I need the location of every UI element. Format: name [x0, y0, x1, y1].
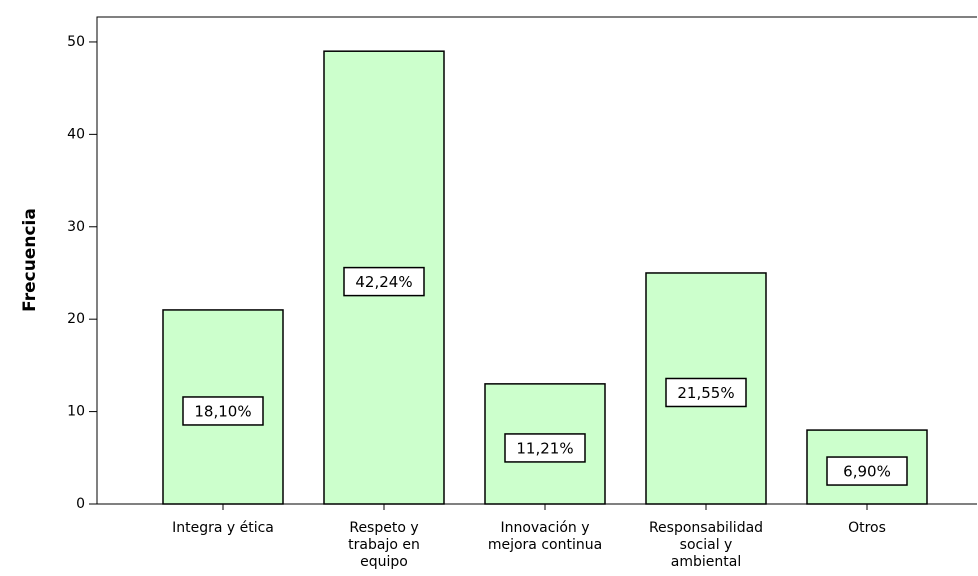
- x-tick-label: Integra y ética: [172, 520, 274, 536]
- data-label: 6,90%: [843, 463, 891, 481]
- data-label-box: [826, 456, 908, 486]
- data-label: 11,21%: [516, 439, 573, 457]
- data-label-box: [182, 396, 264, 426]
- x-tick-label: mejora continua: [488, 537, 602, 553]
- x-tick-label: Responsabilidad: [649, 520, 763, 536]
- y-axis-label: Frecuencia: [20, 208, 40, 312]
- x-tick-label: ambiental: [671, 554, 741, 570]
- data-label: 42,24%: [355, 273, 412, 291]
- data-label: 18,10%: [194, 402, 251, 420]
- data-label-box: [504, 433, 586, 463]
- data-label-box: [343, 266, 425, 297]
- plot-frame: [96, 16, 977, 504]
- x-tick-label: Otros: [848, 520, 886, 536]
- y-tick-label: 10: [67, 404, 85, 420]
- y-tick-label: 50: [67, 34, 85, 50]
- data-label-box: [665, 377, 747, 408]
- y-tick-label: 30: [67, 219, 85, 235]
- y-tick-label: 20: [67, 311, 85, 327]
- x-tick-label: trabajo en: [348, 537, 420, 553]
- y-tick-label: 0: [76, 496, 85, 512]
- x-tick-label: social y: [680, 537, 733, 553]
- x-tick-label: equipo: [360, 554, 408, 570]
- data-label: 21,55%: [677, 384, 734, 402]
- y-tick-label: 40: [67, 126, 85, 142]
- x-tick-label: Respeto y: [349, 520, 418, 536]
- x-tick-label: Innovación y: [500, 520, 589, 536]
